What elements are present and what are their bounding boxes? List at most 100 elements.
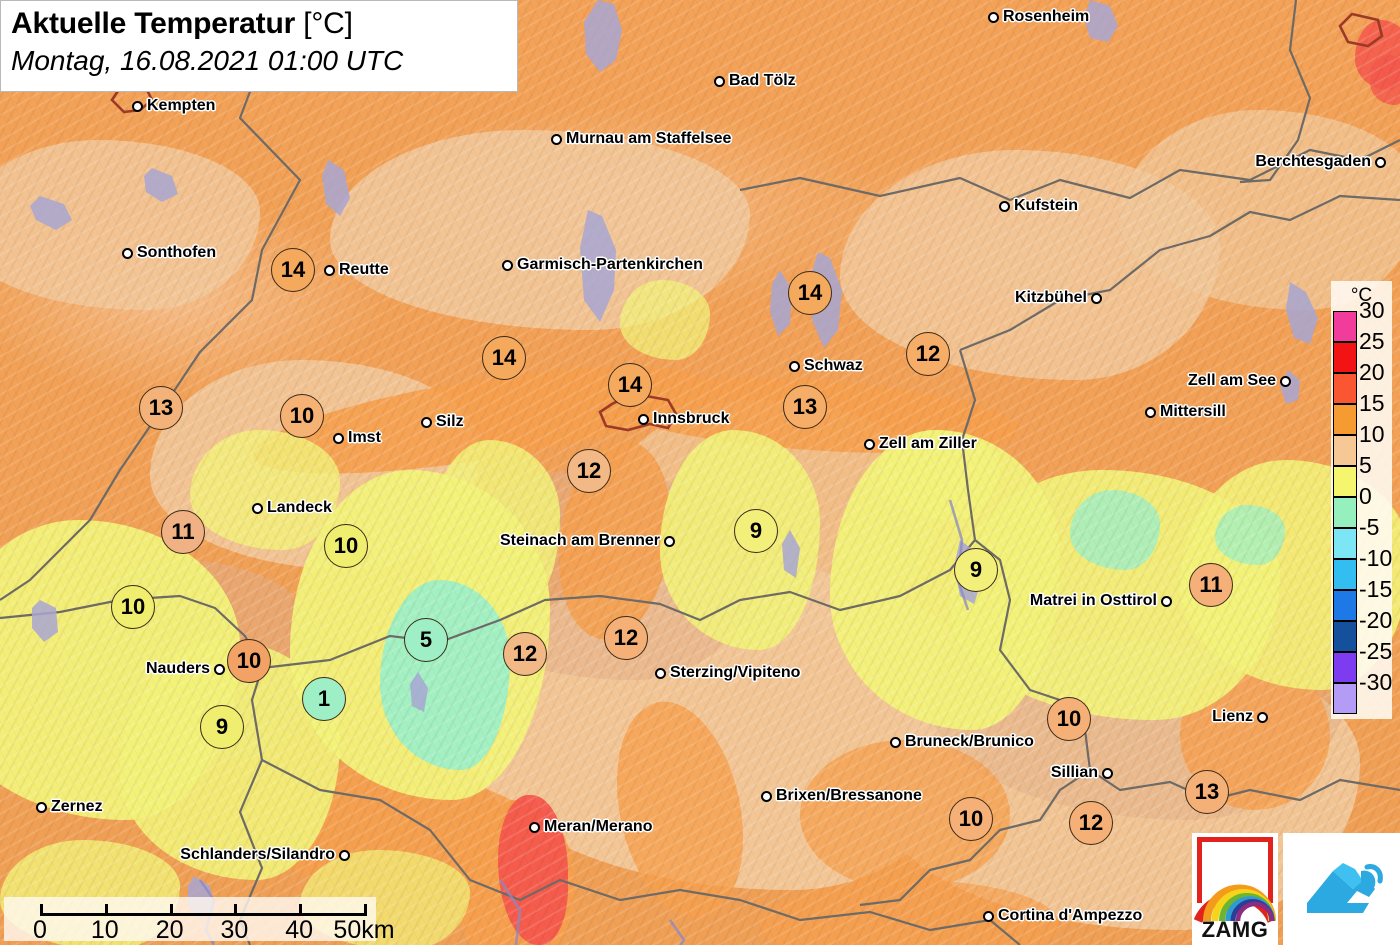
city-label: Silz (421, 413, 464, 431)
city-label: Garmisch-Partenkirchen (502, 256, 703, 274)
legend-color-scale: 30 25 20 15 10 5 0 -5 -10 -15 -20 -25 -30 (1333, 297, 1392, 714)
city-label: Schwaz (789, 357, 863, 375)
station-temperature-marker[interactable]: 11 (1189, 563, 1233, 607)
legend-color-swatch (1333, 435, 1357, 466)
legend-value-label: 10 (1359, 421, 1385, 447)
city-marker-dot (789, 360, 800, 372)
city-label: Brixen/Bressanone (761, 787, 922, 805)
legend-color-swatch (1333, 311, 1357, 342)
city-name: Reutte (339, 261, 389, 278)
legend-value-label: -30 (1359, 669, 1393, 695)
temp-band-red (1370, 55, 1400, 105)
scale-tick (40, 904, 43, 916)
station-temperature-marker[interactable]: 13 (139, 386, 183, 430)
station-temperature-marker[interactable]: 9 (200, 705, 244, 749)
station-temperature-marker[interactable]: 12 (503, 632, 547, 676)
city-marker-dot (1375, 156, 1386, 168)
city-marker-dot (529, 821, 540, 833)
temp-band-mint (1070, 490, 1160, 570)
geosphere-logo[interactable] (1283, 833, 1400, 945)
station-temperature-marker[interactable]: 12 (604, 616, 648, 660)
legend-row: 25 (1333, 328, 1385, 373)
city-label: Sillian (1051, 764, 1113, 782)
station-temperature-marker[interactable]: 12 (906, 332, 950, 376)
station-temperature-marker[interactable]: 11 (161, 510, 205, 554)
city-label: Zell am Ziller (864, 435, 977, 453)
station-temperature-marker[interactable]: 12 (567, 449, 611, 493)
legend-row: 5 (1333, 452, 1372, 497)
city-name: Mittersill (1160, 403, 1226, 420)
legend-value-label: -25 (1359, 638, 1393, 664)
city-label: Sonthofen (122, 244, 216, 262)
station-temperature-marker[interactable]: 5 (404, 618, 448, 662)
station-temperature-value: 9 (215, 714, 229, 739)
legend-color-swatch (1333, 590, 1357, 621)
city-marker-dot (502, 259, 513, 271)
title-datetime: Montag, 16.08.2021 01:00 UTC (11, 45, 404, 76)
station-temperature-marker[interactable]: 9 (954, 548, 998, 592)
city-label: Zernez (36, 798, 103, 816)
station-temperature-value: 12 (512, 641, 538, 666)
legend-row: 30 (1333, 297, 1385, 342)
station-temperature-marker[interactable]: 10 (1047, 697, 1091, 741)
station-temperature-marker[interactable]: 14 (608, 363, 652, 407)
city-label: Lienz (1212, 708, 1268, 726)
station-temperature-value: 10 (1056, 706, 1082, 731)
city-label: Schlanders/Silandro (180, 846, 350, 864)
city-name: Berchtesgaden (1255, 153, 1371, 170)
city-label: Sterzing/Vipiteno (655, 664, 800, 682)
city-name: Murnau am Staffelsee (566, 130, 732, 147)
city-marker-dot (890, 736, 901, 748)
station-temperature-marker[interactable]: 12 (1069, 801, 1113, 845)
city-name: Zernez (51, 798, 103, 815)
station-temperature-marker[interactable]: 9 (734, 509, 778, 553)
city-marker-dot (339, 849, 350, 861)
city-label: Kitzbühel (1015, 289, 1102, 307)
city-label: Imst (333, 429, 381, 447)
city-name: Schlanders/Silandro (180, 846, 335, 863)
city-name: Kempten (147, 97, 216, 114)
legend-row: -25 (1333, 638, 1392, 683)
city-label: Nauders (146, 660, 225, 678)
station-temperature-marker[interactable]: 13 (783, 385, 827, 429)
city-marker-dot (664, 535, 675, 547)
city-name: Steinach am Brenner (499, 532, 660, 549)
city-marker-dot (1091, 292, 1102, 304)
city-marker-dot (999, 200, 1010, 212)
station-temperature-marker[interactable]: 10 (324, 524, 368, 568)
city-name: Rosenheim (1003, 8, 1090, 25)
station-temperature-marker[interactable]: 1 (302, 677, 346, 721)
station-temperature-value: 10 (333, 533, 359, 558)
station-temperature-marker[interactable]: 14 (482, 336, 526, 380)
station-temperature-value: 12 (576, 458, 602, 483)
station-temperature-marker[interactable]: 10 (949, 797, 993, 841)
legend-row: 15 (1333, 390, 1385, 435)
city-name: Nauders (145, 660, 210, 677)
legend-row: 10 (1333, 421, 1385, 466)
city-name: Zell am See (1187, 372, 1276, 389)
station-temperature-marker[interactable]: 10 (280, 394, 324, 438)
city-name: Sonthofen (137, 244, 217, 261)
station-temperature-marker[interactable]: 13 (1185, 770, 1229, 814)
legend-value-label: 25 (1359, 328, 1385, 354)
legend-color-swatch (1333, 373, 1357, 404)
legend-color-swatch (1333, 404, 1357, 435)
legend-value-label: -20 (1359, 607, 1393, 633)
station-temperature-value: 10 (289, 403, 315, 428)
station-temperature-value: 14 (491, 345, 517, 370)
scale-tick (234, 904, 238, 916)
map-title-box: Aktuelle Temperatur [°C] Montag, 16.08.2… (0, 0, 518, 92)
city-name: Cortina d'Ampezzo (998, 907, 1143, 924)
legend-row: 0 (1333, 483, 1372, 528)
station-temperature-marker[interactable]: 14 (271, 248, 315, 292)
station-temperature-value: 14 (797, 280, 823, 305)
scale-tick-label: 40 (285, 916, 314, 944)
title-headline: Aktuelle Temperatur (11, 7, 296, 40)
station-temperature-marker[interactable]: 10 (111, 585, 155, 629)
city-name: Meran/Merano (544, 818, 653, 835)
station-temperature-marker[interactable]: 14 (788, 271, 832, 315)
station-temperature-marker[interactable]: 10 (227, 639, 271, 683)
zamg-logo[interactable]: ZAMG (1192, 833, 1278, 945)
city-name: Sterzing/Vipiteno (670, 664, 801, 681)
city-label: Meran/Merano (529, 818, 652, 836)
